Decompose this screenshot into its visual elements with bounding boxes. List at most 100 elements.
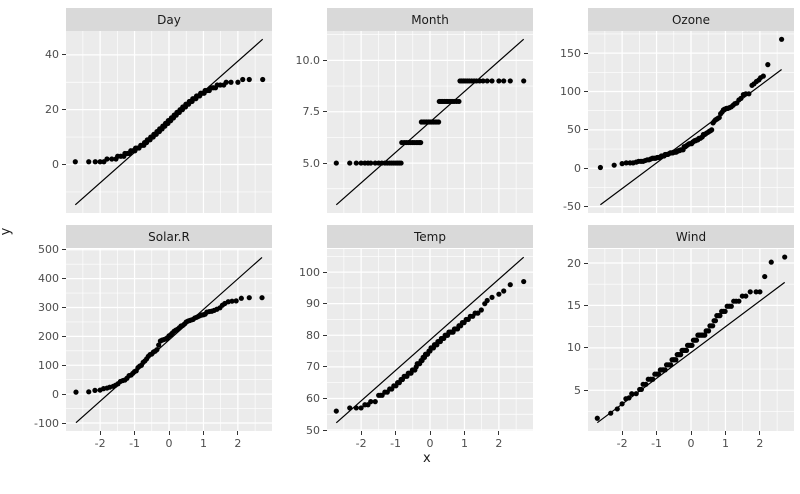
facet-panel-wind	[588, 249, 794, 431]
facet-strip-label: Wind	[675, 229, 707, 244]
x-tick-mark	[99, 431, 101, 435]
y-tick-mark	[62, 393, 66, 395]
facet-panel-month	[327, 31, 533, 213]
y-tick-label: 100	[38, 358, 59, 372]
y-tick-label: 200	[38, 329, 59, 343]
y-tick-mark	[584, 90, 588, 92]
x-tick-mark	[202, 431, 204, 435]
x-tick-mark	[621, 431, 623, 435]
y-tick-mark	[584, 304, 588, 306]
facet-strip-ozone: Ozone	[588, 8, 794, 31]
x-tick-label: -1	[390, 437, 402, 450]
y-tick-label: 100	[299, 265, 320, 279]
y-tick-label: 90	[306, 297, 320, 311]
facet-strip-day: Day	[66, 8, 272, 31]
facet-panel-temp	[327, 249, 533, 431]
data-point	[521, 278, 527, 285]
x-tick-mark	[429, 431, 431, 435]
data-point	[259, 295, 265, 301]
x-tick-label: -2	[616, 437, 628, 450]
y-tick-mark	[62, 307, 66, 309]
y-tick-mark	[323, 366, 327, 368]
y-tick-label: 5.0	[302, 156, 321, 170]
y-tick-label: 40	[45, 48, 59, 62]
x-tick-mark	[724, 431, 726, 435]
y-tick-label: 300	[38, 301, 59, 315]
y-tick-label: 20	[567, 256, 581, 270]
y-tick-mark	[323, 397, 327, 399]
y-tick-mark	[584, 129, 588, 131]
x-tick-mark	[395, 431, 397, 435]
y-tick-label: 7.5	[302, 105, 321, 119]
y-tick-mark	[323, 334, 327, 336]
y-tick-mark	[584, 347, 588, 349]
facet-strip-label: Ozone	[671, 12, 711, 27]
y-tick-label: 400	[38, 272, 59, 286]
data-point	[260, 76, 266, 83]
data-point	[782, 254, 788, 260]
y-tick-label: 60	[306, 391, 320, 405]
y-tick-label: 0	[52, 157, 59, 171]
x-axis-title: x	[423, 451, 431, 466]
y-tick-mark	[584, 389, 588, 391]
y-tick-label: 80	[306, 328, 320, 342]
facet-strip-temp: Temp	[327, 225, 533, 248]
y-tick-mark	[584, 167, 588, 169]
y-tick-label: 100	[560, 84, 581, 98]
facet-panel-day	[66, 31, 272, 213]
facet-panel-solar-r	[66, 249, 272, 431]
y-tick-label: 5	[574, 383, 581, 397]
y-tick-label: 500	[38, 243, 59, 257]
x-tick-label: 2	[234, 437, 242, 450]
x-tick-mark	[498, 431, 500, 435]
y-tick-label: 0	[52, 387, 59, 401]
y-tick-mark	[62, 163, 66, 165]
facet-strip-month: Month	[327, 8, 533, 31]
y-tick-mark	[62, 335, 66, 337]
x-tick-mark	[463, 431, 465, 435]
y-tick-label: 50	[306, 423, 320, 437]
y-tick-mark	[323, 271, 327, 273]
x-tick-label: 2	[495, 437, 503, 450]
y-tick-mark	[323, 429, 327, 431]
x-tick-label: 0	[165, 437, 173, 450]
x-tick-label: 0	[687, 437, 695, 450]
x-tick-label: 0	[426, 437, 434, 450]
facet-strip-label: Month	[411, 12, 449, 27]
data-point	[778, 36, 785, 42]
x-tick-mark	[168, 431, 170, 435]
y-tick-mark	[584, 206, 588, 208]
y-tick-mark	[323, 162, 327, 164]
data-point	[521, 78, 527, 84]
facet-panel-ozone	[588, 31, 794, 213]
x-tick-mark	[656, 431, 658, 435]
x-tick-mark	[134, 431, 136, 435]
x-tick-mark	[237, 431, 239, 435]
x-tick-label: -2	[355, 437, 367, 450]
facet-strip-solar-r: Solar.R	[66, 225, 272, 248]
x-tick-label: -1	[129, 437, 141, 450]
facet-strip-wind: Wind	[588, 225, 794, 248]
x-tick-mark	[759, 431, 761, 435]
y-tick-label: 150	[560, 46, 581, 60]
y-tick-mark	[323, 111, 327, 113]
facet-strip-label: Temp	[414, 229, 446, 244]
y-tick-label: 0	[574, 161, 581, 175]
y-tick-mark	[584, 262, 588, 264]
y-tick-label: 15	[567, 298, 581, 312]
y-tick-label: 70	[306, 360, 320, 374]
y-tick-mark	[62, 54, 66, 56]
x-tick-label: 2	[756, 437, 764, 450]
y-tick-label: 10.0	[295, 53, 321, 67]
x-tick-label: -1	[651, 437, 663, 450]
x-tick-label: 1	[460, 437, 468, 450]
y-tick-mark	[62, 109, 66, 111]
y-tick-mark	[584, 52, 588, 54]
y-tick-label: -50	[563, 200, 581, 214]
facet-strip-label: Day	[157, 12, 181, 27]
facet-strip-label: Solar.R	[148, 229, 190, 244]
y-tick-label: -100	[34, 416, 59, 430]
y-tick-mark	[323, 59, 327, 61]
y-axis-title: y	[0, 228, 13, 236]
